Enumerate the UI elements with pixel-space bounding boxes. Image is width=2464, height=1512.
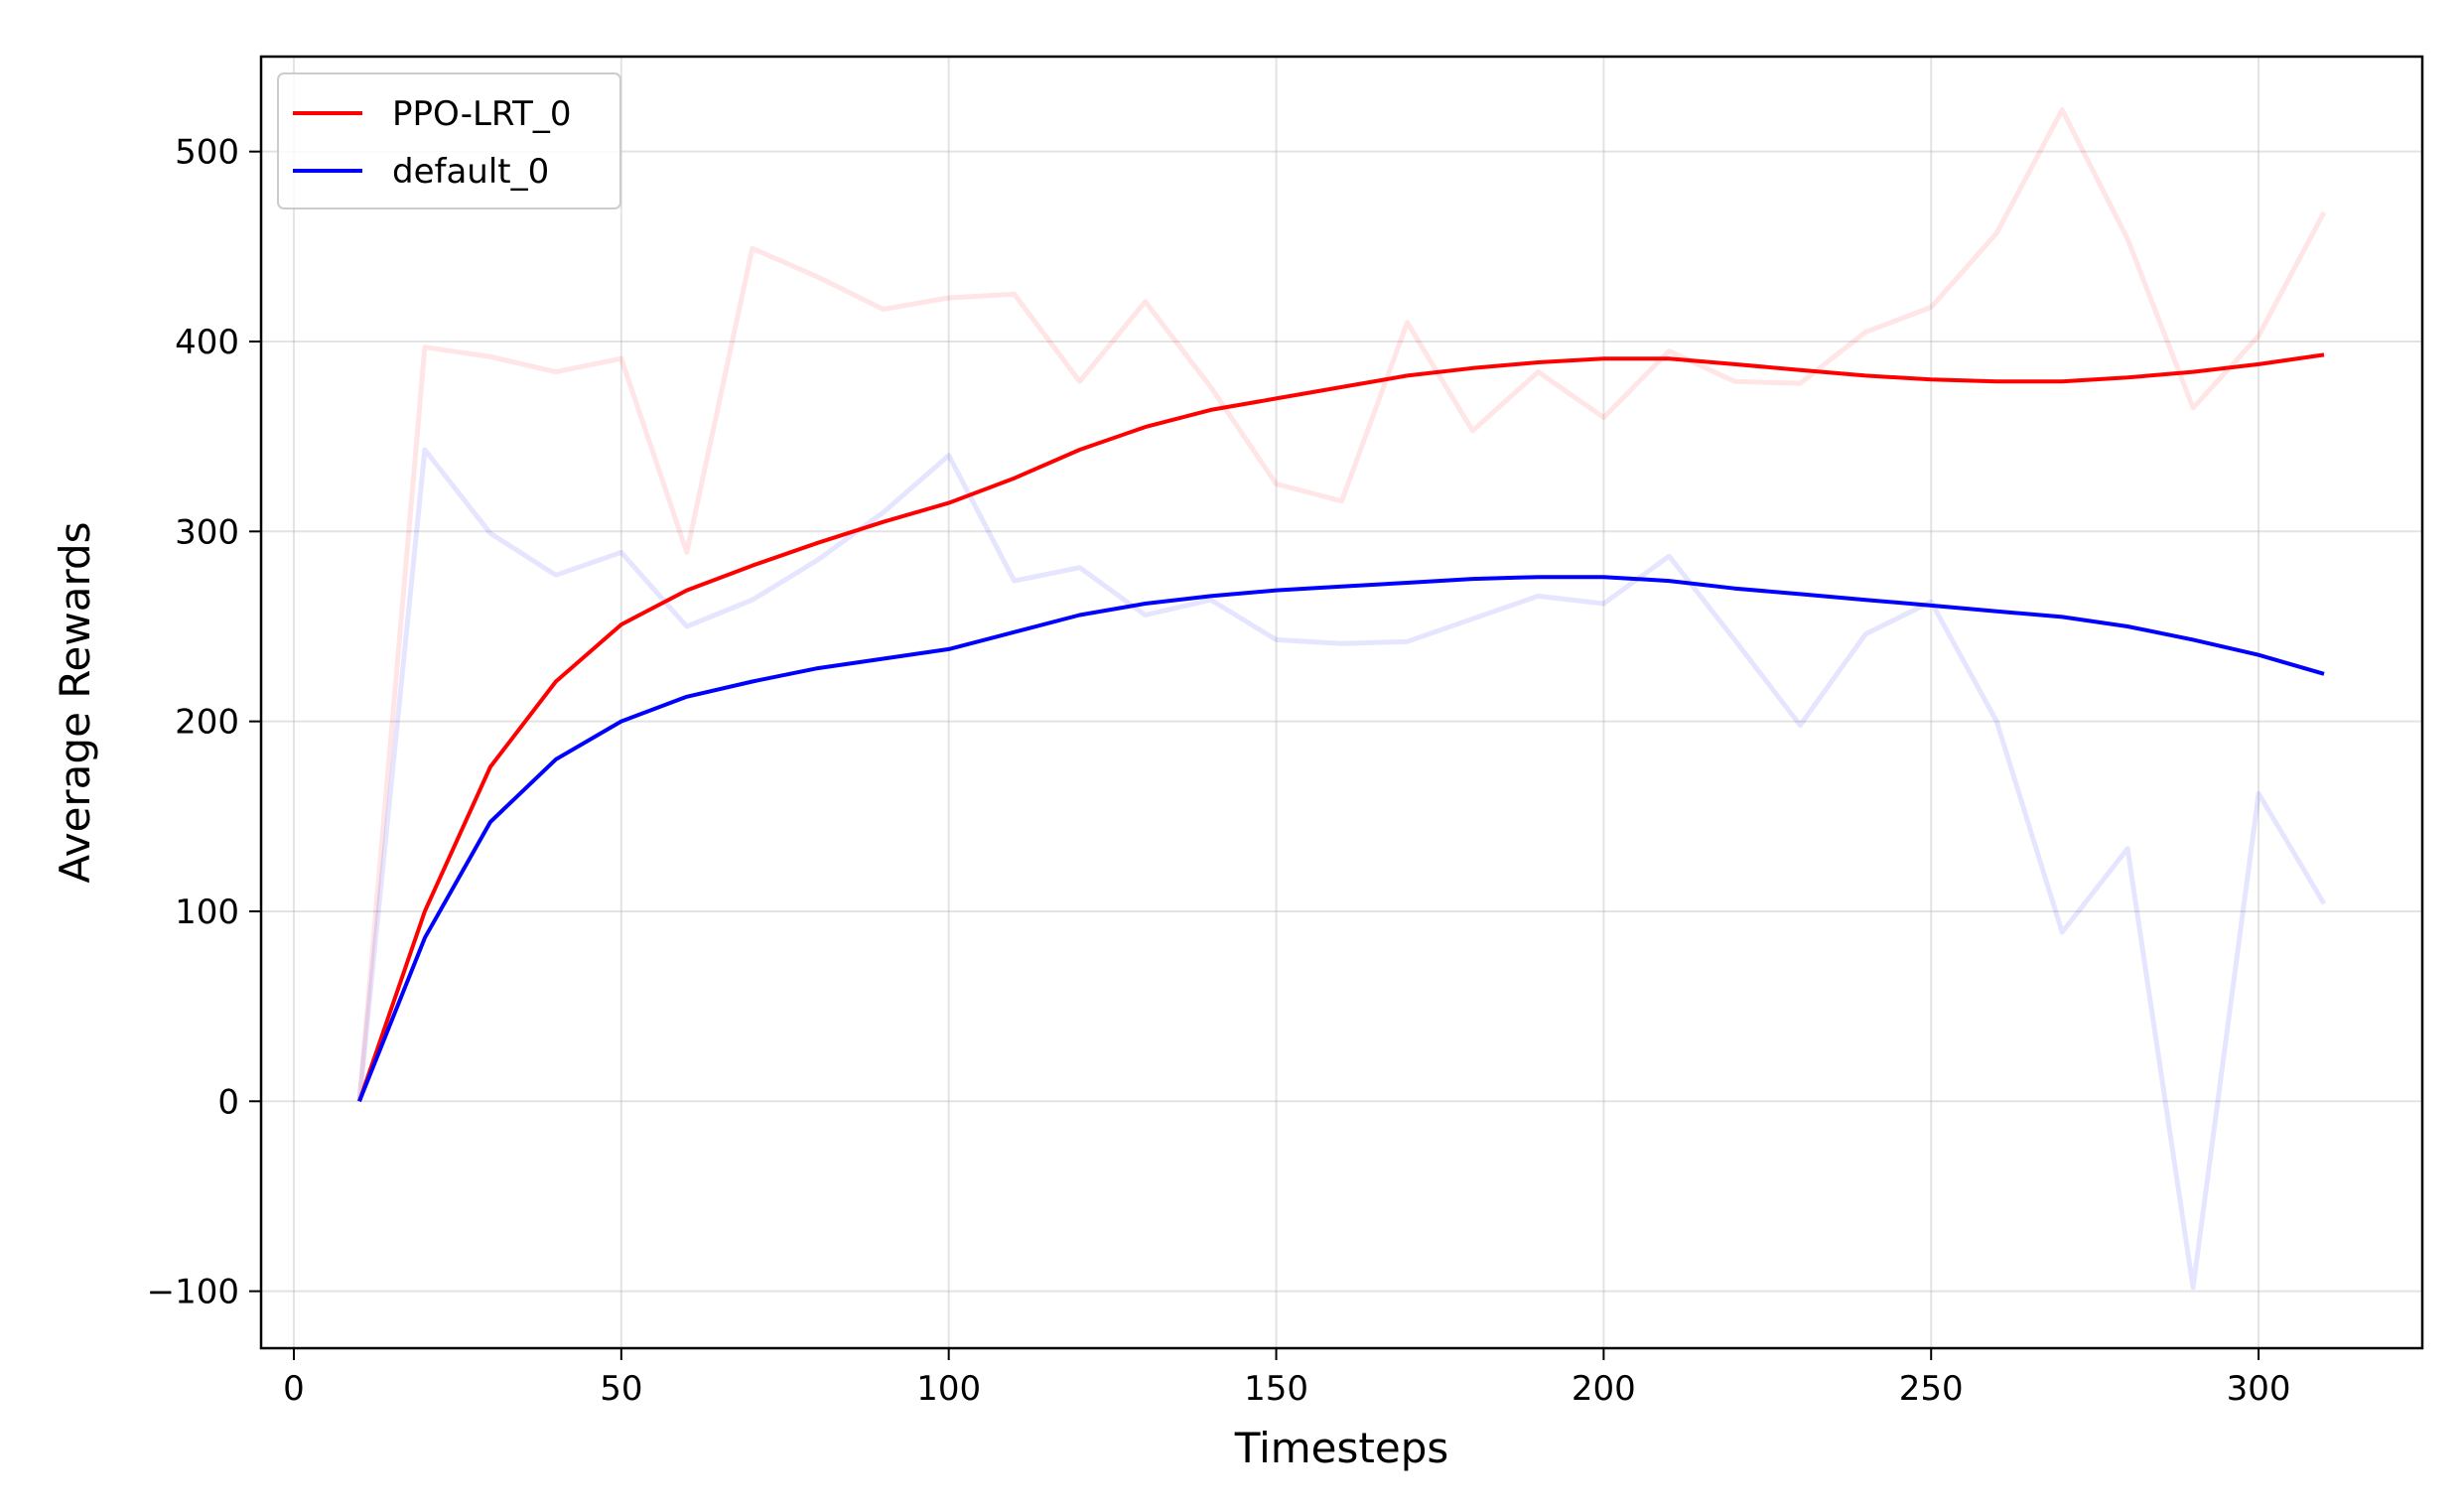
y-tick-label-3: 200 (175, 703, 239, 743)
x-axis-label: Timesteps (1234, 1424, 1449, 1472)
raw-line-ppo-lrt-0 (356, 107, 2327, 1102)
y-tick-label-2: 100 (175, 893, 239, 932)
y-tick-label-1: 0 (217, 1082, 239, 1122)
legend-box (277, 72, 621, 209)
y-tick-label-6: 500 (175, 133, 239, 173)
x-axis-ticks: 0 50 100 150 200 250 300 (283, 1348, 2291, 1409)
legend-label-ppo-lrt-0: PPO-LRT_0 (392, 94, 571, 134)
x-tick-label-1: 50 (600, 1369, 642, 1409)
y-tick-label-0: −100 (147, 1273, 239, 1312)
smoothed-series-lines (357, 352, 2325, 1103)
legend-label-default-0: default_0 (392, 152, 549, 192)
x-tick-label-4: 200 (1572, 1369, 1636, 1409)
y-tick-label-4: 300 (175, 512, 239, 552)
x-tick-label-0: 0 (283, 1369, 305, 1409)
y-axis-ticks: −100 0 100 200 300 400 500 (147, 133, 261, 1312)
y-axis-label: Average Rewards (51, 521, 99, 883)
raw-series-lines (356, 107, 2327, 1291)
legend: PPO-LRT_0 default_0 (277, 72, 621, 209)
plot-frame (259, 55, 2424, 1350)
x-tick-label-2: 100 (916, 1369, 981, 1409)
legend-items: PPO-LRT_0 default_0 (293, 94, 571, 192)
raw-line-default-0 (356, 447, 2327, 1291)
smoothed-line-ppo-lrt-0 (357, 352, 2325, 1102)
x-tick-label-5: 250 (1899, 1369, 1964, 1409)
x-tick-label-3: 150 (1244, 1369, 1308, 1409)
x-tick-label-6: 300 (2227, 1369, 2291, 1409)
smoothed-line-default-0 (357, 575, 2325, 1103)
y-tick-label-5: 400 (175, 323, 239, 362)
